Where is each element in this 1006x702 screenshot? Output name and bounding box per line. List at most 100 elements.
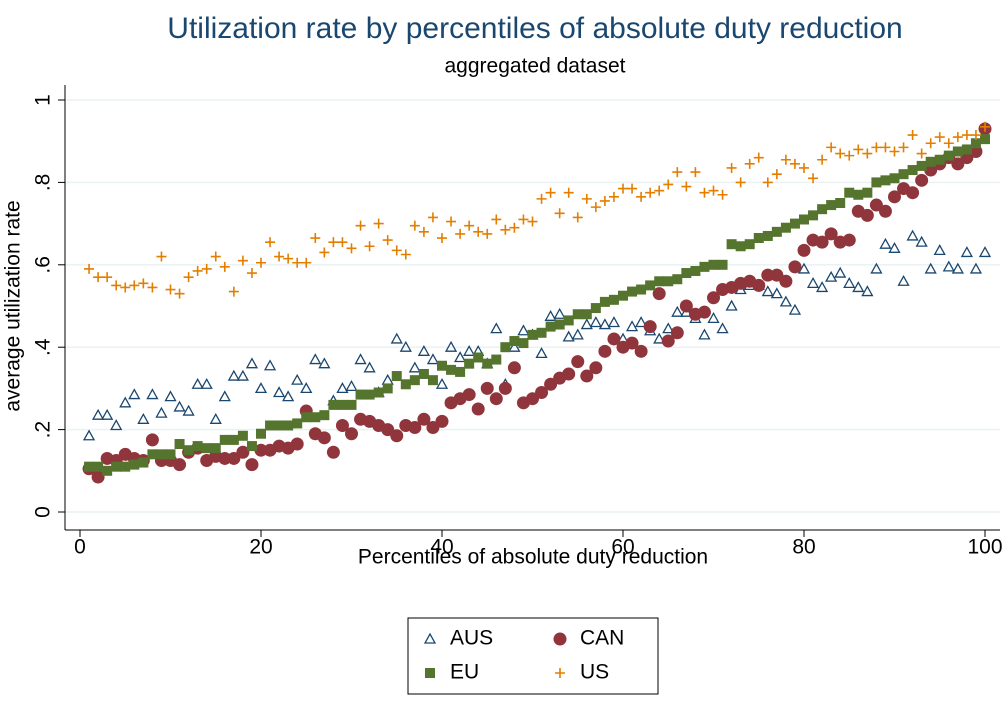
circle-marker [326,445,340,459]
triangle-marker [82,429,96,441]
square-marker [482,358,493,369]
y-tick-label: .2 [32,421,55,439]
plus-marker [844,150,855,161]
triangle-marker [662,322,675,334]
square-marker [726,239,737,250]
plus-marker [237,255,248,266]
circle-marker [761,268,775,282]
triangle-marker [625,320,639,332]
plus-marker [645,187,656,198]
x-tick-label: 100 [967,536,1002,559]
square-marker [880,175,891,186]
triangle-marker [671,305,684,317]
triangle-marker [490,322,503,334]
square-marker [925,156,936,167]
square-marker [636,284,647,295]
plus-marker [799,162,809,173]
square-marker [464,358,475,369]
triangle-marker [453,351,467,363]
circle-marker [290,437,304,451]
legend-label: EU [450,661,479,684]
circle-marker [462,388,476,402]
triangle-marker [834,266,847,278]
legend-label: US [580,661,609,684]
circle-marker [878,204,892,218]
square-marker [473,352,484,363]
square-marker [147,449,158,460]
square-marker [201,443,212,454]
plus-marker [509,222,520,233]
plus-marker [554,208,565,219]
plus-marker [446,216,457,227]
square-marker [952,146,963,157]
plus-marker [518,214,529,225]
triangle-marker [707,312,720,324]
triangle-marker [779,295,793,307]
square-marker [762,230,773,241]
triangle-marker [119,396,132,408]
plus-marker [608,191,619,202]
plus-marker [618,183,628,194]
plus-marker [473,226,484,237]
triangle-marker [725,299,738,311]
square-marker [554,319,565,330]
square-marker [210,443,221,454]
square-marker [111,461,122,472]
plus-marker [590,202,601,213]
triangle-marker [906,229,919,241]
square-marker [373,387,384,398]
square-marker [590,303,601,314]
square-marker [165,449,176,460]
square-marker [844,187,855,198]
circle-marker [679,299,693,313]
square-marker [138,457,149,468]
square-marker [400,379,411,390]
plus-marker [364,241,375,252]
square-marker [871,177,882,188]
triangle-marker [291,373,304,385]
plus-marker [455,228,466,239]
plus-marker [717,189,728,200]
square-marker [364,389,375,400]
circle-marker [779,274,793,288]
plus-marker [427,212,438,223]
plus-marker [925,138,936,149]
plus-marker [871,142,882,153]
triangle-marker [408,361,421,373]
x-tick-label: 60 [611,536,634,559]
square-marker [654,276,665,287]
plus-marker [246,268,257,279]
triangle-marker [128,388,141,400]
circle-marker [752,278,766,292]
legend-label: AUS [450,627,493,650]
plus-marker [328,237,339,248]
circle-marker [435,414,449,428]
triangle-marker [978,246,992,258]
plus-marker [808,173,819,184]
square-marker [672,274,683,285]
plus-marker [907,130,918,141]
plus-marker [753,152,764,163]
square-marker [527,329,538,340]
triangle-marker [843,277,856,288]
plus-marker [880,142,891,153]
triangle-marker [852,281,865,293]
circle-marker [842,233,856,247]
triangle-marker [589,316,602,328]
square-marker [970,138,981,149]
triangle-marker [698,328,711,340]
square-marker [681,268,692,279]
circle-marker [906,186,920,200]
square-marker [717,259,728,270]
square-marker [808,210,819,221]
square-marker [645,280,656,291]
square-marker [916,160,927,171]
triangle-marker [535,347,548,359]
triangle-marker [861,285,874,297]
circle-marker [417,412,431,426]
square-marker [690,265,701,276]
plus-marker [283,253,294,264]
y-tick-label: .4 [32,338,55,356]
square-marker [889,173,900,184]
